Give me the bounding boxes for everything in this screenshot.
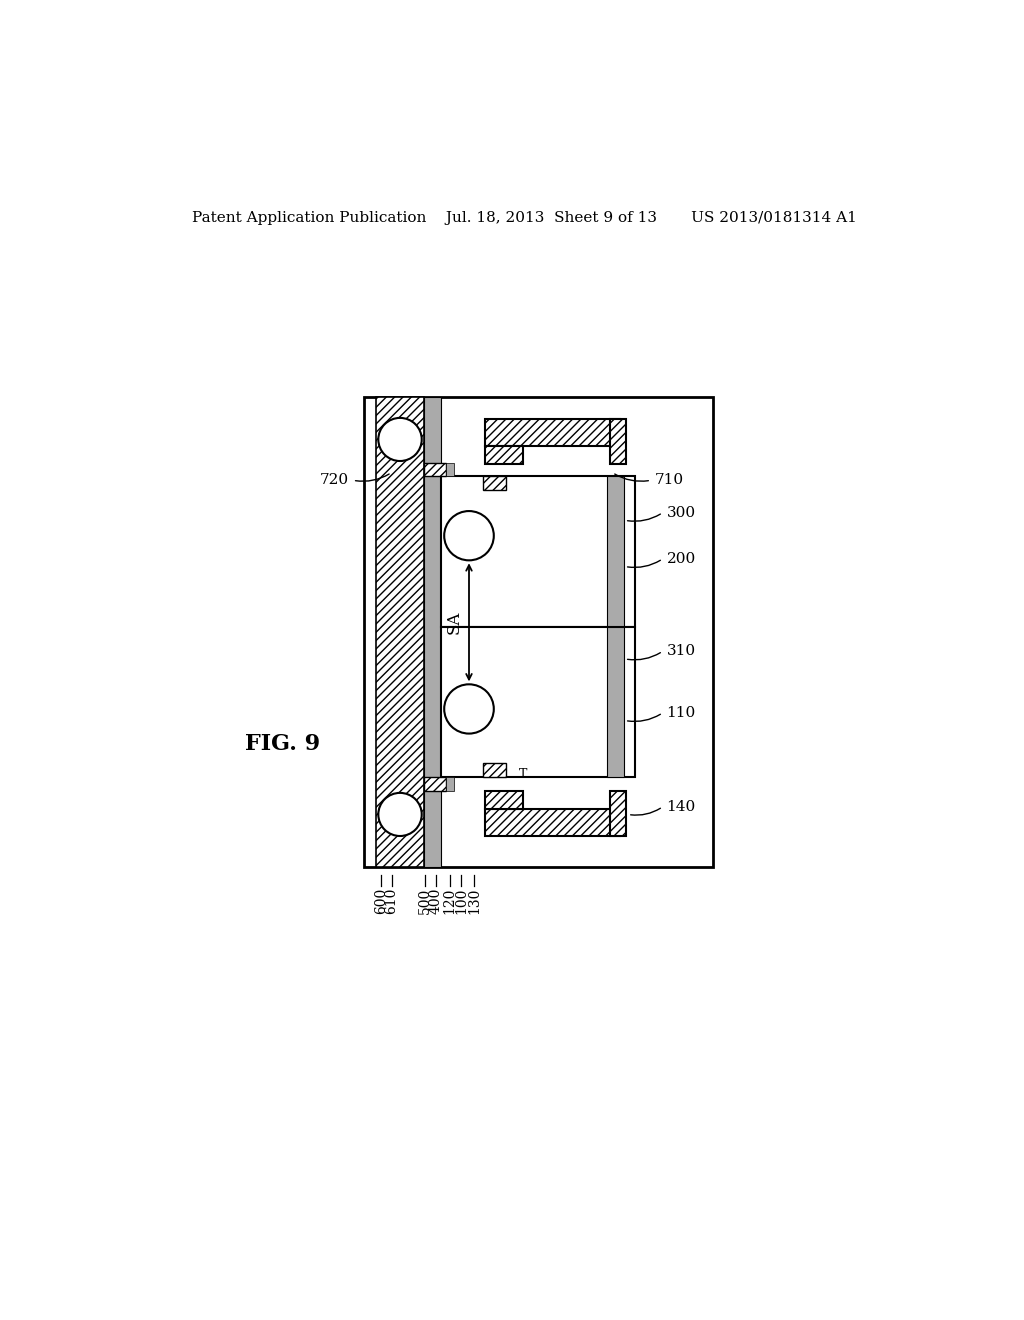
Text: T: T — [519, 768, 527, 781]
Bar — [610, 791, 626, 836]
Bar — [607, 477, 624, 627]
Bar — [441, 477, 635, 627]
Bar — [483, 763, 506, 776]
Bar — [484, 446, 523, 465]
Bar — [445, 462, 454, 477]
Text: 100: 100 — [455, 887, 468, 913]
Text: 600: 600 — [374, 887, 388, 913]
Text: 710: 710 — [655, 474, 684, 487]
Bar — [441, 627, 635, 776]
Text: 110: 110 — [667, 706, 696, 719]
Text: 130: 130 — [467, 887, 481, 913]
Bar — [483, 477, 506, 490]
Circle shape — [444, 684, 494, 734]
Text: 310: 310 — [667, 644, 695, 659]
Bar — [376, 397, 424, 867]
Bar — [484, 418, 621, 446]
Bar — [484, 809, 621, 836]
Text: SA: SA — [445, 611, 463, 634]
Bar — [365, 397, 713, 867]
Circle shape — [378, 418, 422, 461]
Text: FIG. 9: FIG. 9 — [246, 733, 321, 755]
Bar — [424, 397, 441, 867]
Bar — [424, 462, 445, 477]
Text: 610: 610 — [384, 887, 398, 913]
Text: 140: 140 — [667, 800, 696, 813]
Bar — [607, 627, 624, 776]
Text: Patent Application Publication    Jul. 18, 2013  Sheet 9 of 13       US 2013/018: Patent Application Publication Jul. 18, … — [193, 211, 857, 226]
Bar — [424, 776, 445, 791]
Text: 300: 300 — [667, 506, 695, 520]
Text: 120: 120 — [442, 887, 457, 913]
Circle shape — [444, 511, 494, 561]
Bar — [445, 776, 454, 791]
Text: 200: 200 — [667, 552, 696, 566]
Bar — [610, 418, 626, 465]
Bar — [484, 791, 523, 809]
Text: 500: 500 — [418, 887, 432, 913]
Text: 720: 720 — [319, 474, 349, 487]
Circle shape — [378, 793, 422, 836]
Text: 400: 400 — [429, 887, 442, 913]
